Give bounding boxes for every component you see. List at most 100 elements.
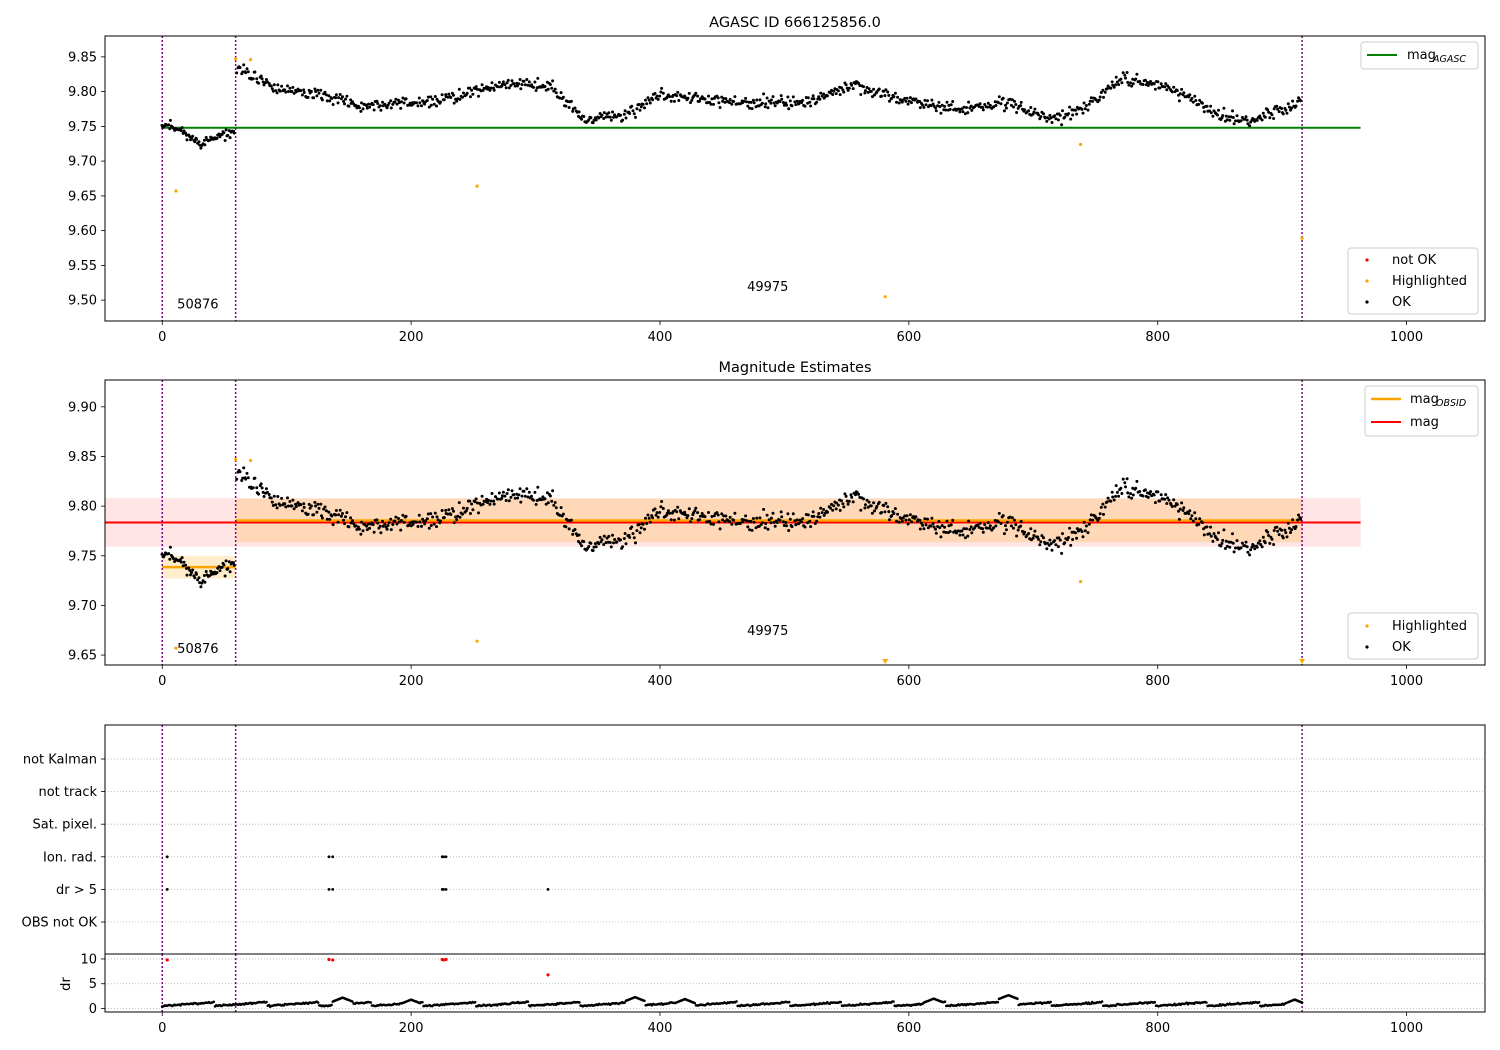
ok-point [242,63,246,67]
ok-point [1197,102,1201,106]
ok-point [746,104,750,108]
ok-point [733,511,737,515]
ok-point [1175,89,1179,92]
ok-point [888,518,891,522]
ok-point [1217,108,1220,112]
ok-point [781,520,785,524]
ok-point [746,525,750,529]
legend-label-highlighted: Highlighted [1392,619,1467,634]
ok-point [324,509,328,513]
ok-point [790,104,794,108]
ok-point [567,106,571,109]
ok-point [523,83,527,87]
ok-point [883,510,887,514]
ok-point [1178,92,1182,96]
ok-point [338,93,342,96]
ok-point [1216,113,1219,117]
ok-point [602,111,606,115]
ok-point [1260,118,1264,122]
ok-point [238,470,242,474]
ok-point [202,574,206,577]
ok-point [1253,547,1257,551]
ok-point [1099,91,1103,94]
ok-point [687,91,691,95]
ok-point [766,527,770,531]
ok-point [631,109,635,113]
ok-point [635,529,639,533]
ok-point [1126,491,1130,495]
ok-point [504,499,508,502]
ok-point [232,563,236,567]
ok-point [978,521,982,525]
category-label: OBS not OK [22,916,98,931]
ok-point [1146,80,1149,84]
ok-point [594,118,598,122]
ok-point [1091,99,1095,103]
ok-point [997,520,1000,524]
highlighted-point [1078,142,1083,147]
ok-point [1152,82,1156,86]
ok-point [880,511,883,514]
ok-point [931,522,935,526]
ok-point [801,517,805,521]
ok-point [1088,99,1092,103]
dr-high-point [444,957,448,962]
ok-point [488,502,492,506]
legend-label-highlighted: Highlighted [1392,274,1467,289]
ok-point [1188,509,1192,513]
ok-point [1255,545,1259,549]
ok-point [429,524,433,527]
ok-point [815,100,819,104]
ok-point [223,139,227,142]
ok-point [1045,541,1049,545]
ok-point [882,504,886,508]
ok-point [343,102,346,106]
ok-point [795,99,799,103]
ok-point [1135,479,1139,483]
ok-point [1231,532,1234,536]
ok-point [1285,535,1289,539]
ok-point [1222,528,1226,532]
ok-point [808,100,812,104]
ok-point [922,527,926,531]
ok-point [464,509,468,513]
ok-point [404,514,408,518]
ok-point [1261,111,1265,115]
ok-point [1068,526,1072,530]
ok-point [387,521,391,525]
legend-lower: Highlighted OK [1347,612,1479,660]
ok-point [635,107,639,111]
ok-point [522,489,526,493]
ok-point [1275,525,1279,529]
ok-point [235,71,239,75]
ok-point [983,103,987,106]
ok-point [908,513,912,517]
ok-point [929,524,933,528]
ok-point [431,515,435,519]
ok-point [347,525,351,529]
ok-point [769,516,773,520]
ok-point [1016,528,1020,532]
ok-point [718,106,722,109]
ok-point [245,471,249,475]
ok-point [961,533,965,537]
ok-point [255,77,259,81]
ok-point [1255,118,1259,122]
ok-point [1164,82,1168,86]
ok-point [1263,115,1267,119]
ok-point [395,522,399,526]
ok-point [888,99,891,103]
ok-point [578,541,582,545]
ok-point [426,512,430,516]
ok-point [302,91,306,94]
ok-point [739,521,742,525]
ok-point [602,543,606,546]
highlighted-point [174,189,178,193]
ok-point [1069,117,1073,121]
ok-point [1149,80,1153,83]
ok-point [505,492,509,495]
ok-point [1267,534,1271,537]
ok-point [474,497,478,501]
ok-point [1263,541,1267,545]
